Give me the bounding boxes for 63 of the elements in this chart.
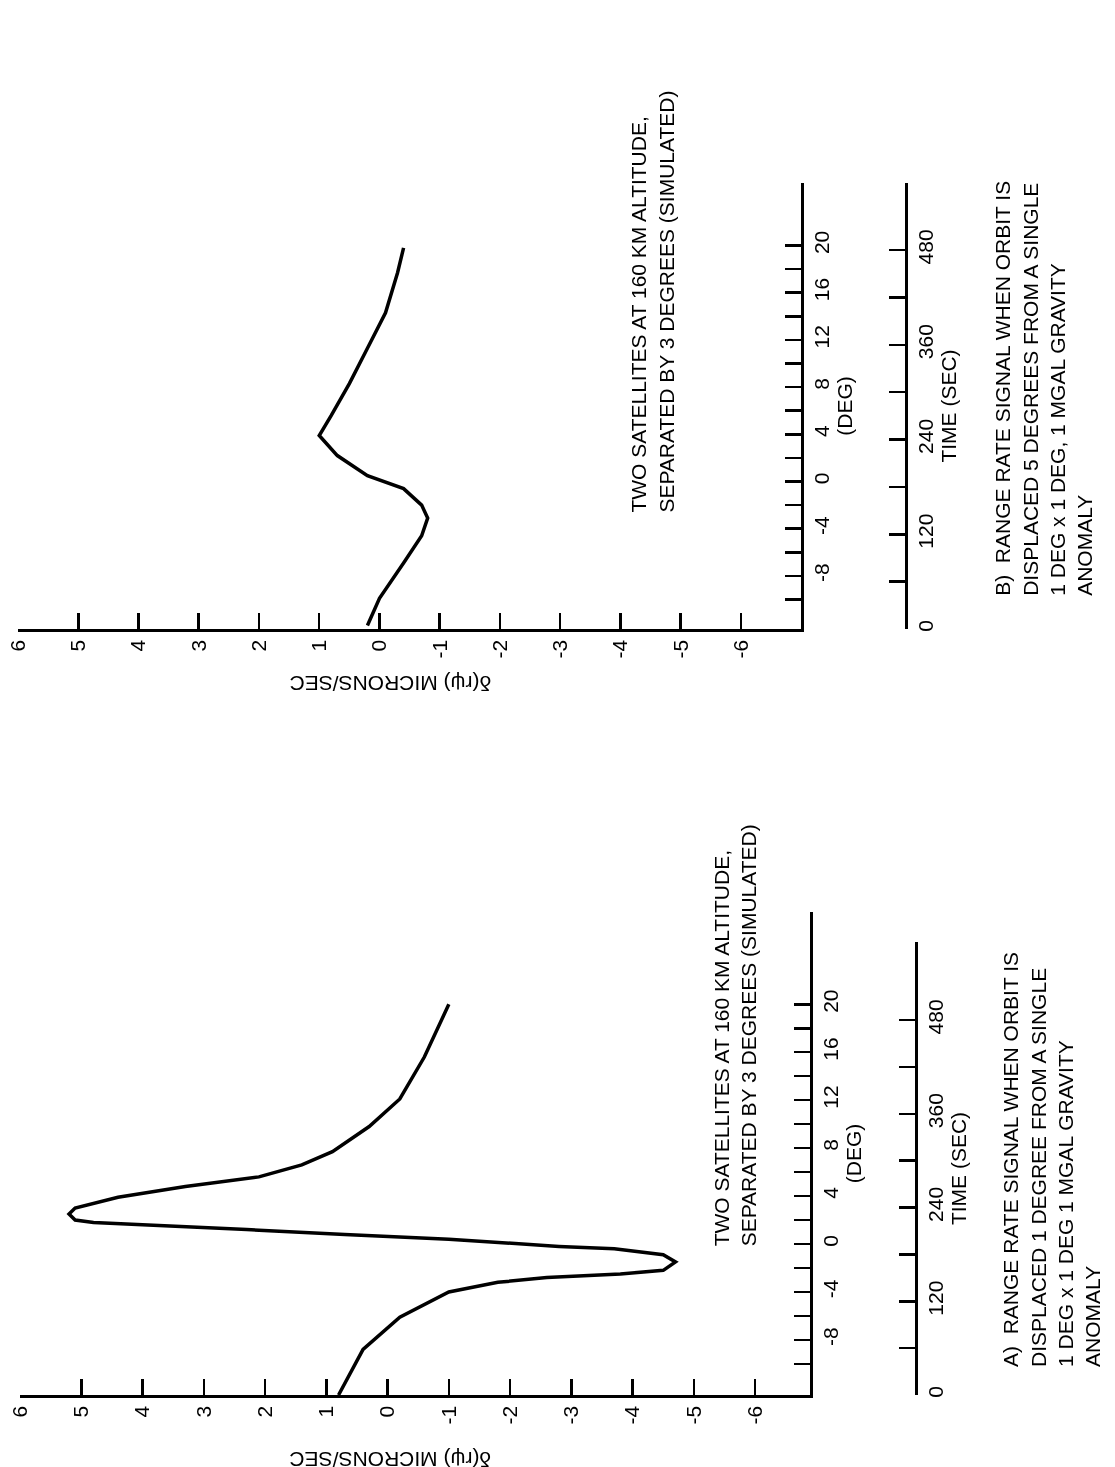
y-tick-label: 12 (818, 1085, 842, 1109)
text: B) RANGE RATE SIGNAL WHEN ORBIT IS DISPLACED 5 DEGREES FROM A SINGLE 1 DEG x 1 DEG, 1 MGAL GRAVITY ANOMALY (991, 180, 1097, 596)
x-tick-label: -2 (497, 1405, 521, 1425)
y2-tick-label: 480 (923, 999, 947, 1035)
x-tick-label: 2 (252, 1405, 276, 1418)
line-series (317, 246, 430, 628)
x-tick-label: 1 (314, 1405, 338, 1418)
annotation: TWO SATELLITES AT 160 KM ALTITUDE, SEPARATED BY 3 DEGREES (SIMULATED) (627, 90, 678, 513)
annotation: TWO SATELLITES AT 160 KM ALTITUDE, SEPARATED BY 3 DEGREES (SIMULATED) (710, 824, 761, 1247)
x-tick-label: 3 (191, 1405, 215, 1418)
x-tick-label: 2 (246, 639, 270, 652)
x-tick-label: -1 (427, 639, 451, 659)
y2-axis-title: TIME (SEC) (936, 349, 960, 463)
x-axis-title: δ(rψ) MICRONS/SEC (289, 671, 492, 695)
y2-axis-title: TIME (SEC) (946, 1111, 970, 1226)
y-tick-label: 20 (809, 230, 833, 255)
x-tick-label: -6 (742, 1405, 766, 1425)
y2-tick-label: 0 (913, 620, 937, 632)
x-tick-label: -3 (559, 1405, 583, 1425)
y2-tick-label: 240 (923, 1186, 947, 1222)
x-tick-label: 0 (367, 639, 391, 652)
y-tick-label: 12 (809, 325, 833, 349)
text: A) RANGE RATE SIGNAL WHEN ORBIT IS DISPLACED 1 DEGREE FROM A SINGLE 1 DEG x 1 DEG 1 MGAL GRAVITY ANOMALY (999, 951, 1105, 1367)
y-tick-label: 8 (809, 378, 833, 390)
y-tick-label: 0 (818, 1235, 842, 1247)
x-tick-label: -3 (548, 639, 572, 659)
y2-tick-label: 0 (923, 1386, 947, 1398)
x-tick-label: 6 (5, 639, 29, 652)
x-tick-label: 1 (307, 639, 331, 652)
y2-tick-label: 480 (913, 229, 937, 265)
y2-tick-label: 120 (913, 513, 937, 549)
x-tick-label: 6 (7, 1405, 31, 1418)
x-tick-label: -5 (681, 1405, 705, 1425)
x-tick-label: -5 (668, 639, 692, 659)
y-axis-title: (DEG) (841, 1123, 865, 1184)
y-tick-label: 16 (818, 1037, 842, 1061)
y-tick-label: 16 (809, 277, 833, 302)
x-tick-label: 5 (69, 1405, 93, 1418)
y-tick-label: 0 (809, 472, 833, 485)
x-tick-label: -4 (620, 1405, 644, 1425)
x-tick-label: -2 (487, 639, 511, 659)
x-tick-label: 3 (186, 639, 210, 652)
y-tick-label: -4 (809, 515, 833, 535)
x-tick-label: 4 (126, 639, 150, 652)
y2-tick-label: 240 (913, 418, 937, 454)
y-tick-label: 8 (818, 1139, 842, 1151)
x-axis-title: δ(rψ) MICRONS/SEC (289, 1448, 492, 1467)
x-tick-label: 4 (130, 1405, 154, 1418)
y-tick-label: -8 (809, 563, 833, 583)
x-tick-label: -6 (728, 639, 752, 659)
y-tick-label: -8 (818, 1327, 842, 1347)
y2-tick-label: 120 (923, 1280, 947, 1316)
y-tick-label: 4 (809, 425, 833, 438)
y-tick-label: 4 (818, 1186, 842, 1199)
y2-tick-label: 360 (913, 324, 937, 360)
x-tick-label: -1 (436, 1405, 460, 1425)
y-tick-label: -4 (818, 1279, 842, 1299)
y-axis-title: (DEG) (832, 376, 856, 436)
x-tick-label: 0 (375, 1405, 399, 1418)
y2-tick-label: 360 (923, 1093, 947, 1129)
x-tick-label: 5 (66, 639, 90, 652)
y-tick-label: 20 (818, 989, 842, 1013)
x-tick-label: -4 (608, 639, 632, 659)
